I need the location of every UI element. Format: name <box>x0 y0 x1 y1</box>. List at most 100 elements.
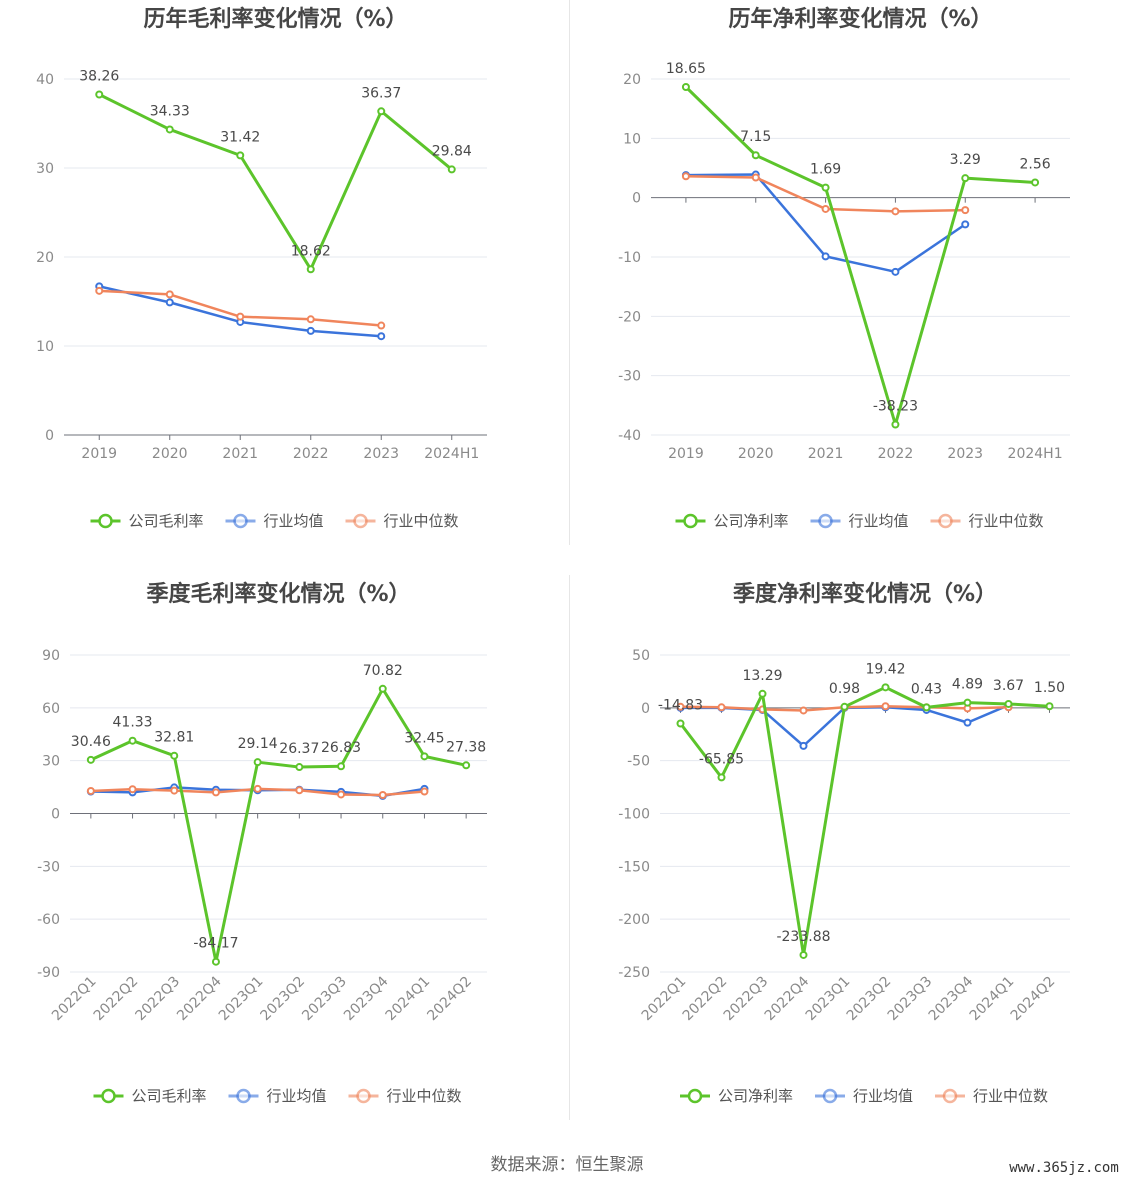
x-tick-label: 2022Q4 <box>174 973 225 1024</box>
y-tick-label: 30 <box>36 161 54 177</box>
x-tick-label: 2020 <box>738 446 774 462</box>
legend-label: 行业均值 <box>267 1087 327 1105</box>
data-point-median <box>681 172 690 181</box>
data-point-company <box>681 83 690 92</box>
data-point-company <box>717 773 726 782</box>
chart-quarterly-gross-margin: 季度毛利率变化情况（%） -90 -60 -30 0 30 60 90 2022Q1 2022Q2… <box>0 575 567 1145</box>
data-label: 26.83 <box>321 740 361 756</box>
data-label: -14.83 <box>658 698 703 714</box>
data-label: -38.23 <box>873 398 918 414</box>
data-label: 18.62 <box>291 243 331 259</box>
data-point-company <box>377 107 386 116</box>
x-tick-label: 2023 <box>947 446 983 462</box>
series-line-company <box>90 687 467 964</box>
x-tick-label: 2023Q3 <box>299 974 350 1025</box>
data-point-median <box>799 706 808 715</box>
x-tick-label: 2022Q4 <box>762 973 813 1024</box>
x-tick-label: 2021 <box>222 446 258 462</box>
data-point-median <box>236 312 245 321</box>
x-tick-label: 2022Q2 <box>680 974 731 1025</box>
series-line-company <box>679 685 1050 957</box>
data-point-company <box>891 420 900 429</box>
y-tick-label: 20 <box>623 72 641 88</box>
y-tick-label: 40 <box>36 72 54 88</box>
data-point-company <box>128 736 137 745</box>
data-point-avg <box>799 741 808 750</box>
x-tick-label: 2019 <box>668 446 704 462</box>
x-tick-label: 2020 <box>152 446 188 462</box>
data-label: 34.33 <box>150 103 190 119</box>
data-label: 13.29 <box>742 668 782 684</box>
legend-label: 公司净利率 <box>718 1087 793 1105</box>
legend-marker <box>687 1088 703 1104</box>
data-point-median <box>420 787 429 796</box>
data-point-company <box>462 761 471 770</box>
data-label: 38.26 <box>79 68 119 84</box>
data-point-company <box>961 174 970 183</box>
data-point-company <box>1045 702 1054 711</box>
y-tick-label: -20 <box>618 309 641 325</box>
legend-label: 公司毛利率 <box>132 1087 207 1105</box>
data-point-company <box>86 755 95 764</box>
y-tick-label: 0 <box>51 807 60 823</box>
data-label: 4.89 <box>952 677 983 693</box>
data-point-company <box>751 151 760 160</box>
x-tick-label: 2023Q4 <box>341 973 392 1024</box>
data-label: 36.37 <box>361 85 401 101</box>
data-point-company <box>821 183 830 192</box>
data-point-median <box>961 206 970 215</box>
data-point-company <box>378 684 387 693</box>
data-point-median <box>253 784 262 793</box>
legend-marker <box>236 1088 251 1104</box>
y-tick-label: 60 <box>42 701 60 717</box>
y-tick-label: 10 <box>623 131 641 147</box>
panel-divider-top <box>569 0 570 545</box>
data-point-median <box>306 315 315 324</box>
data-label: 41.33 <box>113 715 153 731</box>
chart-title: 历年净利率变化情况（%） <box>728 6 992 32</box>
x-tick-label: 2024Q1 <box>383 974 434 1025</box>
data-point-median <box>128 785 137 794</box>
chart-svg-annual-net-margin: 历年净利率变化情况（%） -40 -30 -20 -10 0 10 20 2019 2020 202… <box>618 6 1070 530</box>
legend-marker <box>233 513 248 529</box>
legend-item-median: 行业中位数 <box>930 512 1044 530</box>
x-tick-label: 2023Q4 <box>926 973 977 1024</box>
data-point-avg <box>306 326 315 335</box>
data-point-median <box>378 791 387 800</box>
data-point-avg <box>891 267 900 276</box>
legend-item-avg: 行业均值 <box>810 512 909 530</box>
chart-title: 季度毛利率变化情况（%） <box>146 581 410 607</box>
y-tick-label: -100 <box>618 807 650 823</box>
data-point-company <box>337 762 346 771</box>
legend-label: 公司毛利率 <box>129 512 204 530</box>
x-tick-label: 2024Q1 <box>967 974 1018 1025</box>
watermark: www.365jz.com <box>1000 1154 1128 1182</box>
legend-marker <box>822 1088 838 1104</box>
data-point-company <box>840 702 849 711</box>
x-tick-label: 2022Q3 <box>132 974 183 1025</box>
data-label: 32.81 <box>154 730 194 746</box>
legend-label: 行业中位数 <box>384 512 459 530</box>
data-point-median <box>165 290 174 299</box>
data-label: 31.42 <box>220 129 260 145</box>
data-point-company <box>881 683 890 692</box>
y-tick-label: -40 <box>618 428 641 444</box>
legend-item-company: 公司净利率 <box>680 1087 793 1105</box>
data-point-median <box>95 286 104 295</box>
legend-item-avg: 行业均值 <box>815 1087 913 1105</box>
y-tick-label: 50 <box>632 648 650 664</box>
x-tick-label: 2022 <box>293 446 329 462</box>
legend-marker <box>98 513 113 529</box>
chart-annual-net-margin: 历年净利率变化情况（%） -40 -30 -20 -10 0 10 20 2019 2020 202… <box>567 0 1134 570</box>
legend-marker <box>356 1088 371 1104</box>
y-tick-label: 10 <box>36 339 54 355</box>
x-tick-label: 2022Q2 <box>91 974 142 1025</box>
data-label: 19.42 <box>865 661 905 677</box>
y-tick-label: -60 <box>37 912 60 928</box>
x-tick-label: 2021 <box>808 446 844 462</box>
y-tick-label: 0 <box>45 428 54 444</box>
y-tick-label: -200 <box>618 912 650 928</box>
x-tick-label: 2023Q1 <box>216 974 267 1025</box>
chart-title: 历年毛利率变化情况（%） <box>143 6 407 32</box>
data-point-company <box>447 165 456 174</box>
